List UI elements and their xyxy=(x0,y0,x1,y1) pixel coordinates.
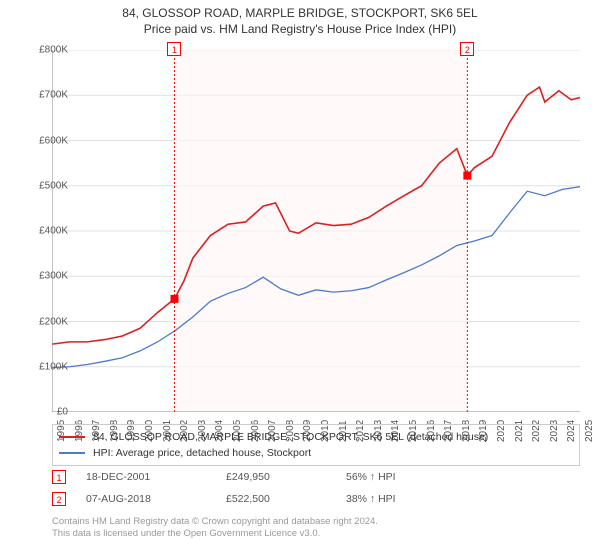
footer-attribution: Contains HM Land Registry data © Crown c… xyxy=(52,516,580,541)
transaction-date: 18-DEC-2001 xyxy=(86,471,226,483)
y-tick-label: £400K xyxy=(8,226,68,237)
x-tick-label: 2025 xyxy=(584,420,595,442)
legend-label-hpi: HPI: Average price, detached house, Stoc… xyxy=(93,447,311,459)
title-block: 84, GLOSSOP ROAD, MARPLE BRIDGE, STOCKPO… xyxy=(0,0,600,36)
transaction-pct: 56% ↑ HPI xyxy=(346,471,466,483)
chart-marker-num-1: 1 xyxy=(167,42,181,56)
y-tick-label: £800K xyxy=(8,45,68,56)
legend: 84, GLOSSOP ROAD, MARPLE BRIDGE, STOCKPO… xyxy=(52,424,580,466)
y-tick-label: £500K xyxy=(8,180,68,191)
legend-item-hpi: HPI: Average price, detached house, Stoc… xyxy=(59,445,573,461)
transaction-row: 2 07-AUG-2018 £522,500 38% ↑ HPI xyxy=(52,488,580,510)
transaction-marker-2: 2 xyxy=(52,492,66,506)
y-tick-label: £300K xyxy=(8,271,68,282)
transaction-marker-1: 1 xyxy=(52,470,66,484)
y-tick-label: £0 xyxy=(8,407,68,418)
y-tick-label: £600K xyxy=(8,135,68,146)
legend-item-property: 84, GLOSSOP ROAD, MARPLE BRIDGE, STOCKPO… xyxy=(59,429,573,445)
legend-label-property: 84, GLOSSOP ROAD, MARPLE BRIDGE, STOCKPO… xyxy=(93,431,488,443)
chart-container: 84, GLOSSOP ROAD, MARPLE BRIDGE, STOCKPO… xyxy=(0,0,600,560)
y-tick-label: £700K xyxy=(8,90,68,101)
footer-line1: Contains HM Land Registry data © Crown c… xyxy=(52,516,580,528)
line-chart xyxy=(52,50,580,412)
transaction-pct: 38% ↑ HPI xyxy=(346,493,466,505)
chart-marker-num-2: 2 xyxy=(460,42,474,56)
transaction-row: 1 18-DEC-2001 £249,950 56% ↑ HPI xyxy=(52,466,580,488)
transaction-price: £249,950 xyxy=(226,471,346,483)
transaction-date: 07-AUG-2018 xyxy=(86,493,226,505)
legend-swatch-property xyxy=(59,436,85,438)
transaction-table: 1 18-DEC-2001 £249,950 56% ↑ HPI 2 07-AU… xyxy=(52,466,580,510)
title-subtitle: Price paid vs. HM Land Registry's House … xyxy=(0,22,600,36)
transaction-price: £522,500 xyxy=(226,493,346,505)
title-address: 84, GLOSSOP ROAD, MARPLE BRIDGE, STOCKPO… xyxy=(0,6,600,20)
footer-line2: This data is licensed under the Open Gov… xyxy=(52,528,580,540)
y-tick-label: £100K xyxy=(8,361,68,372)
legend-swatch-hpi xyxy=(59,452,85,454)
y-tick-label: £200K xyxy=(8,316,68,327)
